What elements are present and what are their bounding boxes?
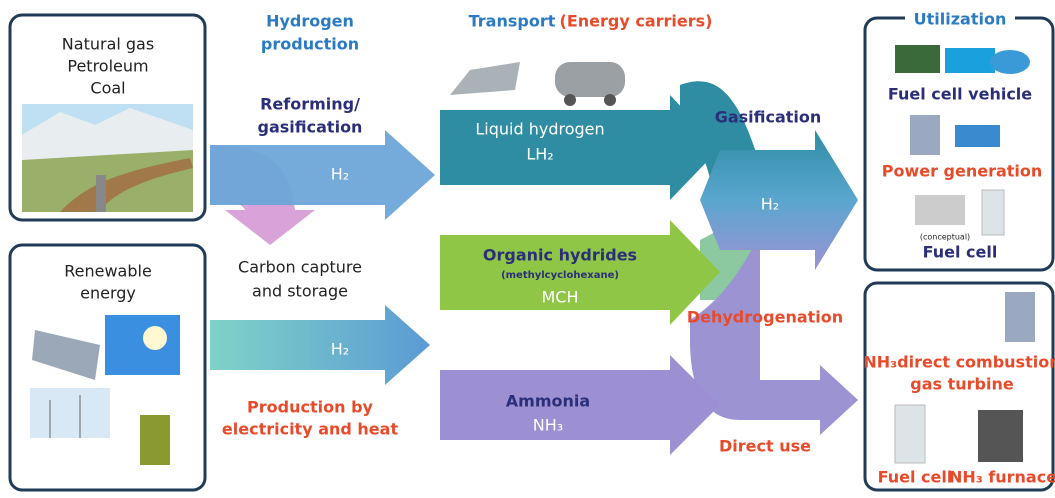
label: Dehydrogenation — [687, 308, 843, 327]
label: electricity and heat — [222, 420, 399, 439]
source-fossil — [8, 13, 207, 222]
label: Fuel cell — [923, 243, 998, 262]
label: H₂ — [331, 165, 349, 184]
label: Direct use — [719, 437, 811, 456]
arrow — [440, 95, 720, 200]
label: Utilization — [914, 10, 1007, 29]
label: (conceptual) — [920, 233, 970, 242]
label: Fuel cell vehicle — [888, 85, 1032, 104]
label: (Energy carriers) — [560, 12, 713, 31]
label: Liquid hydrogen — [475, 120, 604, 139]
label: gasification — [258, 118, 363, 137]
arrow — [440, 355, 720, 455]
label: Hydrogen — [266, 12, 354, 31]
label: Organic hydrides — [483, 246, 637, 265]
label: production — [261, 35, 359, 54]
big-arrow — [700, 130, 858, 270]
label: Production by — [247, 398, 373, 417]
source-label: energy — [80, 284, 136, 303]
label: H₂ — [331, 340, 349, 359]
merge-band — [690, 235, 858, 435]
source-label: Coal — [90, 79, 125, 98]
arrow — [210, 305, 430, 385]
label: Fuel cell — [878, 468, 953, 487]
arrow — [210, 130, 435, 220]
label: NH₃direct combustion — [863, 353, 1055, 372]
label: NH₃ furnace — [949, 468, 1055, 487]
label: NH₃ — [533, 416, 563, 435]
label: Power generation — [882, 162, 1043, 181]
label: gas turbine — [910, 375, 1014, 394]
source-label: Petroleum — [67, 57, 148, 76]
label: MCH — [541, 288, 578, 307]
label: Carbon capture — [238, 258, 362, 277]
label: Reforming/ — [260, 95, 360, 114]
label: and storage — [252, 282, 348, 301]
label: Transport — [469, 12, 556, 31]
source-renewable — [8, 243, 207, 492]
source-label: Renewable — [64, 262, 152, 281]
label: Ammonia — [506, 392, 590, 411]
label: (methylcyclohexane) — [501, 270, 619, 281]
label: Gasification — [715, 108, 822, 127]
label: LH₂ — [526, 145, 553, 164]
arrow — [440, 220, 720, 325]
source-label: Natural gas — [62, 35, 154, 54]
label: H₂ — [761, 195, 779, 214]
